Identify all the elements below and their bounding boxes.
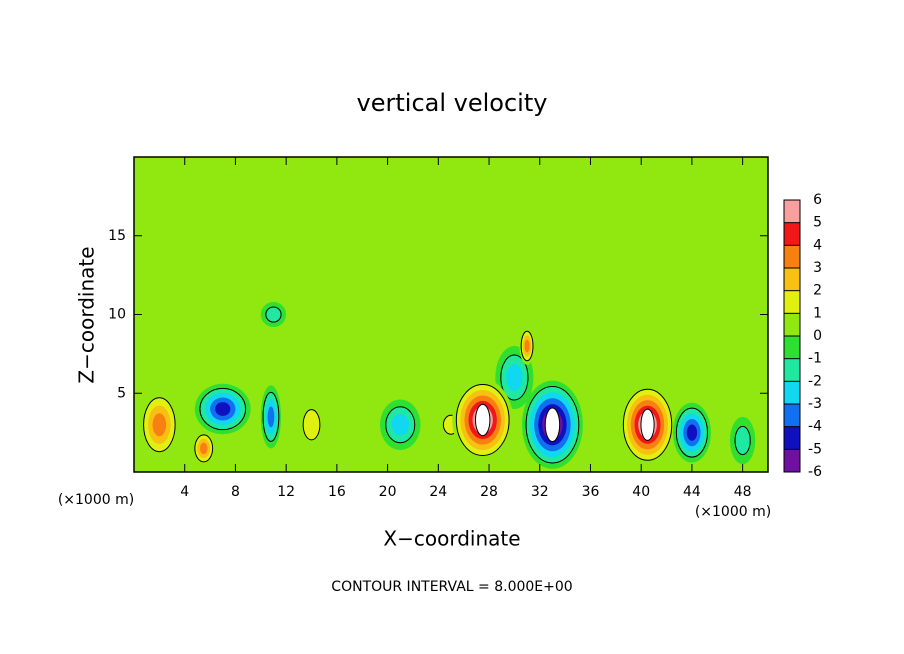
colorbar-label: 4 (813, 237, 822, 253)
colorbar-label: 2 (813, 283, 822, 299)
x-tick-label: 36 (582, 484, 600, 500)
x-tick-label: 4 (180, 484, 189, 500)
colorbar-swatch (784, 222, 800, 246)
colorbar-label: -2 (808, 373, 822, 389)
colorbar-label: -5 (808, 441, 822, 457)
field-cell (524, 339, 530, 353)
field-cell (544, 407, 561, 443)
colorbar-swatch (784, 358, 800, 382)
colorbar-label: -1 (808, 351, 822, 367)
field-cell (215, 402, 231, 416)
colorbar-label: -6 (808, 464, 822, 480)
colorbar-label: -4 (808, 419, 822, 435)
x-unit: (×1000 m) (695, 504, 771, 520)
colorbar-label: 3 (813, 260, 822, 276)
y-tick-label: 15 (108, 228, 126, 244)
colorbar-swatch (784, 245, 800, 268)
colorbar-swatch (784, 449, 800, 472)
field-cell (302, 409, 321, 441)
y-tick-label: 5 (117, 385, 126, 401)
colorbar-swatch (784, 313, 800, 336)
colorbar-swatch (784, 426, 800, 450)
field-cell (199, 442, 208, 455)
field-cell (506, 364, 523, 391)
x-tick-label: 32 (531, 484, 549, 500)
field-cell (267, 406, 275, 428)
x-unit: (×1000 m) (58, 492, 134, 508)
x-tick-label: 8 (231, 484, 240, 500)
colorbar-swatch (784, 290, 800, 314)
field-cell (475, 403, 491, 437)
colorbar-label: 6 (813, 192, 822, 208)
field-cell (152, 413, 167, 437)
x-axis-label: X−coordinate (383, 527, 520, 551)
y-tick-label: 10 (108, 307, 126, 323)
colorbar-swatch (784, 200, 800, 223)
x-tick-label: 28 (480, 484, 498, 500)
x-tick-label: 40 (632, 484, 650, 500)
colorbar-label: 1 (813, 305, 822, 321)
colorbar-swatch (784, 404, 800, 427)
field-cell (640, 408, 655, 441)
x-tick-label: 48 (734, 484, 752, 500)
x-tick-label: 20 (379, 484, 397, 500)
colorbar-swatch (784, 381, 800, 404)
field-cell (265, 306, 282, 323)
colorbar-swatch (784, 268, 800, 291)
footer-note: CONTOUR INTERVAL = 8.000E+00 (331, 579, 572, 595)
field-cell (734, 425, 751, 456)
x-tick-label: 44 (683, 484, 701, 500)
x-tick-label: 12 (277, 484, 295, 500)
colorbar-label: -3 (808, 396, 822, 412)
x-tick-label: 24 (429, 484, 447, 500)
x-tick-label: 16 (328, 484, 346, 500)
colorbar-swatch (784, 336, 800, 359)
field (134, 157, 768, 472)
field-cell (686, 424, 698, 441)
y-axis-label: Z−coordinate (75, 246, 99, 383)
colorbar-label: 5 (813, 215, 822, 231)
chart-title: vertical velocity (357, 89, 548, 117)
colorbar-label: 0 (813, 328, 822, 344)
field-cell (391, 413, 409, 436)
